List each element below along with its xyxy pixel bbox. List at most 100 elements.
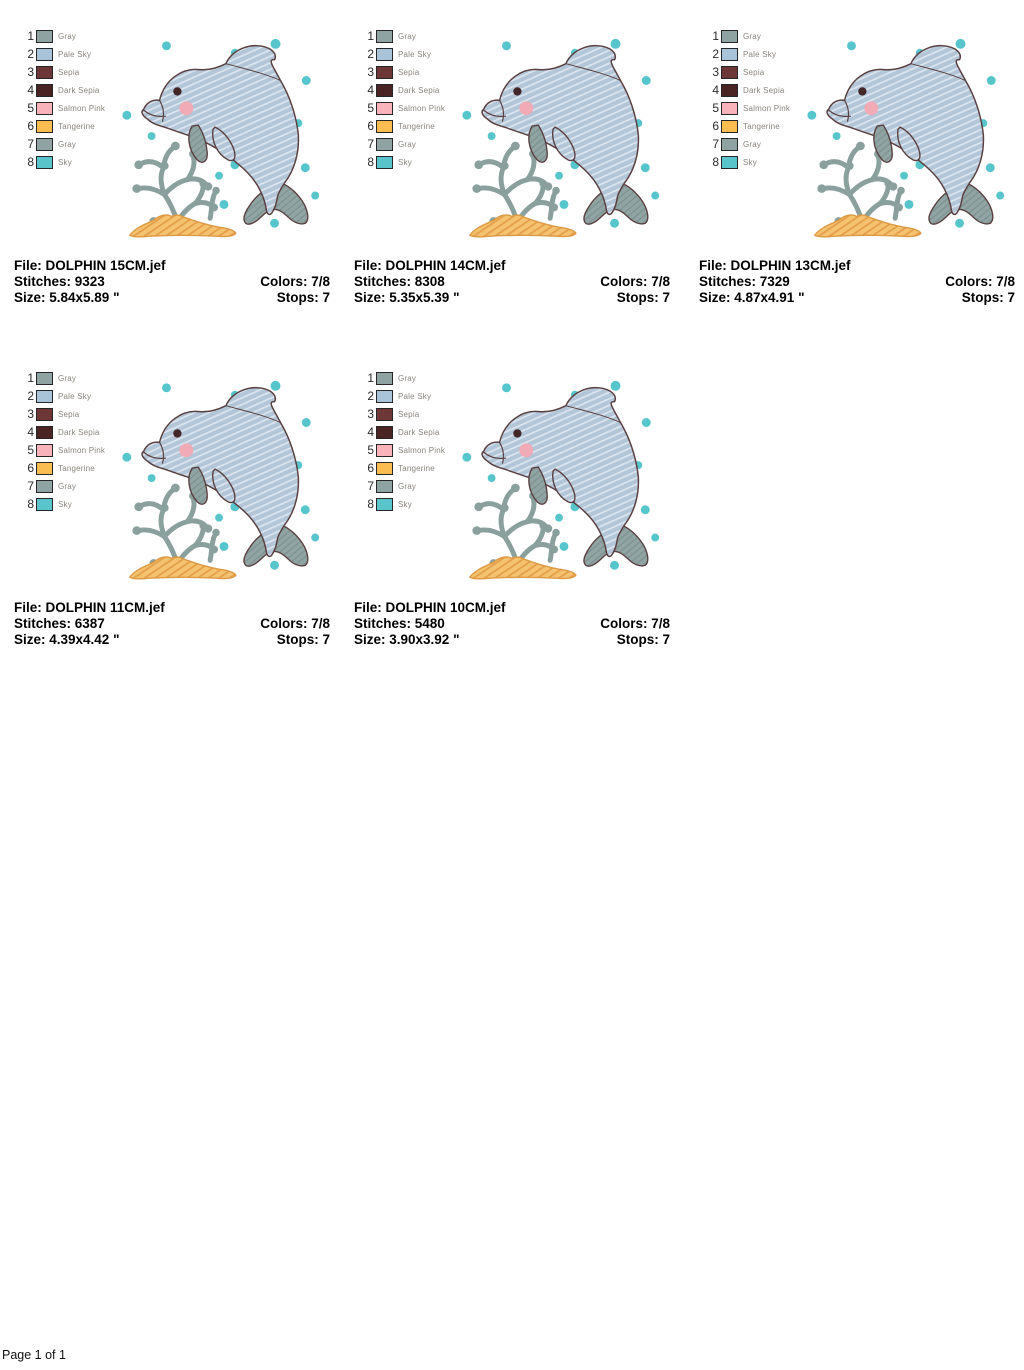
legend-row: 5 Salmon Pink	[18, 441, 105, 459]
legend-row: 3 Sepia	[703, 63, 790, 81]
legend-row: 1 Gray	[18, 27, 105, 45]
legend-row: 8 Sky	[703, 153, 790, 171]
legend-number: 8	[712, 155, 719, 169]
legend-swatch	[376, 443, 393, 457]
legend-row: 5 Salmon Pink	[18, 99, 105, 117]
legend-number: 4	[367, 83, 374, 97]
legend-row: 3 Sepia	[358, 405, 445, 423]
legend-number: 3	[27, 407, 34, 421]
legend-number: 2	[712, 47, 719, 61]
file-name: File: DOLPHIN 15CM.jef	[14, 258, 166, 273]
legend-label: Salmon Pink	[58, 103, 106, 113]
design-size: Size: 5.35x5.39 "	[354, 290, 460, 305]
legend-swatch	[376, 83, 393, 97]
color-legend: 1 Gray 2 Pale Sky 3 Sepia 4 Dark Sepia 5 Salm…	[18, 369, 105, 513]
legend-number: 7	[27, 137, 34, 151]
legend-number: 1	[27, 371, 34, 385]
legend-number: 8	[367, 155, 374, 169]
stop-count: Stops: 7	[616, 632, 670, 647]
embroidery-preview-image	[448, 28, 676, 252]
legend-swatch	[376, 101, 393, 115]
stop-count: Stops: 7	[616, 290, 670, 305]
design-size: Size: 4.39x4.42 "	[14, 632, 120, 647]
legend-row: 4 Dark Sepia	[18, 423, 105, 441]
legend-row: 7 Gray	[358, 477, 445, 495]
legend-row: 2 Pale Sky	[358, 45, 445, 63]
legend-number: 6	[367, 461, 374, 475]
legend-swatch	[36, 389, 53, 403]
stitch-count: Stitches: 6387	[14, 616, 105, 631]
legend-swatch	[376, 29, 393, 43]
legend-label: Gray	[58, 139, 77, 149]
legend-swatch	[376, 389, 393, 403]
legend-swatch	[36, 47, 53, 61]
legend-row: 8 Sky	[18, 153, 105, 171]
design-card: 1 Gray 2 Pale Sky 3 Sepia 4 Dark Sepia 5 Salm…	[350, 20, 672, 360]
design-info: File: DOLPHIN 13CM.jef Stitches: 7329 Si…	[699, 258, 1015, 310]
legend-label: Dark Sepia	[398, 85, 440, 95]
legend-label: Gray	[58, 31, 77, 41]
stitch-count: Stitches: 5480	[354, 616, 445, 631]
legend-swatch	[36, 479, 53, 493]
legend-label: Salmon Pink	[398, 445, 446, 455]
design-card: 1 Gray 2 Pale Sky 3 Sepia 4 Dark Sepia 5 Salm…	[350, 362, 672, 702]
legend-swatch	[36, 407, 53, 421]
legend-swatch	[36, 461, 53, 475]
legend-row: 7 Gray	[18, 135, 105, 153]
embroidery-preview-image	[108, 370, 336, 594]
legend-number: 1	[27, 29, 34, 43]
legend-label: Salmon Pink	[743, 103, 791, 113]
legend-label: Gray	[58, 373, 77, 383]
legend-label: Tangerine	[58, 463, 95, 473]
legend-row: 6 Tangerine	[358, 459, 445, 477]
legend-row: 8 Sky	[18, 495, 105, 513]
legend-swatch	[376, 47, 393, 61]
legend-swatch	[36, 371, 53, 385]
legend-label: Gray	[398, 139, 417, 149]
legend-swatch	[376, 479, 393, 493]
legend-row: 2 Pale Sky	[703, 45, 790, 63]
legend-row: 6 Tangerine	[358, 117, 445, 135]
legend-number: 6	[712, 119, 719, 133]
design-info: File: DOLPHIN 15CM.jef Stitches: 9323 Si…	[14, 258, 330, 310]
legend-swatch	[376, 461, 393, 475]
legend-row: 7 Gray	[703, 135, 790, 153]
legend-number: 3	[712, 65, 719, 79]
legend-swatch	[376, 371, 393, 385]
legend-label: Tangerine	[398, 463, 435, 473]
legend-row: 1 Gray	[18, 369, 105, 387]
legend-label: Gray	[58, 481, 77, 491]
legend-swatch	[376, 65, 393, 79]
design-size: Size: 5.84x5.89 "	[14, 290, 120, 305]
color-count: Colors: 7/8	[260, 616, 330, 631]
embroidery-preview-image	[108, 28, 336, 252]
legend-number: 8	[27, 155, 34, 169]
color-count: Colors: 7/8	[600, 274, 670, 289]
legend-label: Dark Sepia	[398, 427, 440, 437]
legend-number: 6	[367, 119, 374, 133]
stitch-count: Stitches: 9323	[14, 274, 105, 289]
design-info: File: DOLPHIN 11CM.jef Stitches: 6387 Si…	[14, 600, 330, 652]
design-info: File: DOLPHIN 10CM.jef Stitches: 5480 Si…	[354, 600, 670, 652]
legend-number: 7	[367, 137, 374, 151]
legend-row: 4 Dark Sepia	[358, 423, 445, 441]
legend-swatch	[36, 65, 53, 79]
legend-swatch	[36, 443, 53, 457]
color-legend: 1 Gray 2 Pale Sky 3 Sepia 4 Dark Sepia 5 Salm…	[358, 27, 445, 171]
legend-label: Sky	[743, 157, 757, 167]
legend-row: 2 Pale Sky	[18, 387, 105, 405]
stop-count: Stops: 7	[961, 290, 1015, 305]
embroidery-preview-image	[448, 370, 676, 594]
legend-row: 8 Sky	[358, 153, 445, 171]
legend-number: 5	[712, 101, 719, 115]
legend-number: 7	[367, 479, 374, 493]
legend-row: 1 Gray	[358, 27, 445, 45]
legend-number: 5	[27, 101, 34, 115]
legend-label: Tangerine	[743, 121, 780, 131]
legend-label: Sky	[58, 499, 72, 509]
legend-row: 8 Sky	[358, 495, 445, 513]
legend-number: 6	[27, 119, 34, 133]
file-name: File: DOLPHIN 11CM.jef	[14, 600, 165, 615]
legend-label: Sky	[398, 157, 412, 167]
legend-row: 1 Gray	[703, 27, 790, 45]
